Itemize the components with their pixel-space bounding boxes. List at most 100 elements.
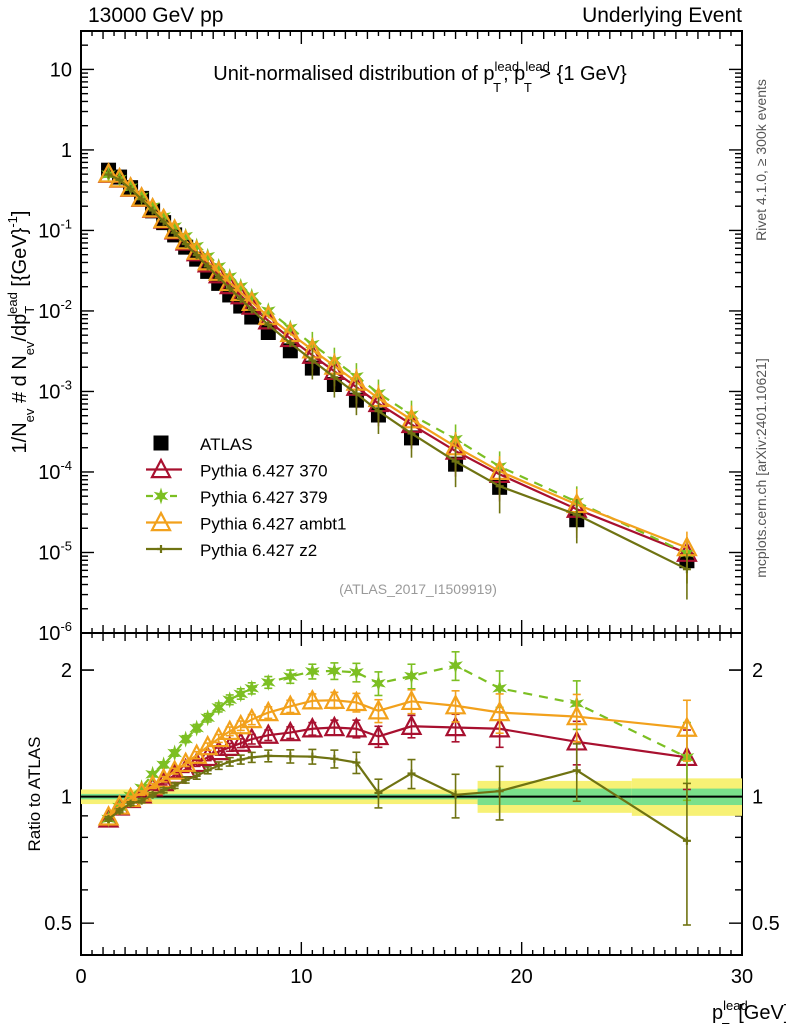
ratio-point-ambt1 — [240, 707, 263, 729]
ratio-point-p379 — [244, 679, 260, 697]
ratio-point-ambt1 — [444, 693, 467, 715]
x-axis-ticks — [80, 31, 743, 955]
rivet-version-label: Rivet 4.1.0, ≥ 300k events — [753, 79, 769, 241]
y-tick-label-main: 10-3 — [38, 377, 72, 403]
ratio-point-p379 — [282, 668, 298, 686]
ratio-point-p370 — [488, 716, 511, 738]
ratio-point-p379 — [200, 709, 216, 727]
ratio-point-ambt1 — [676, 716, 698, 737]
data-point-ambt1 — [141, 196, 164, 218]
ratio-point-p379 — [178, 730, 194, 748]
y-tick-label-main: 10 — [50, 59, 72, 81]
ratio-panel-series — [97, 651, 698, 926]
y-axis-label-ratio: Ratio to ATLAS — [25, 737, 44, 852]
ratio-point-p379 — [156, 756, 171, 774]
y-axis-main-title: 1/Nev # d Nev/dpTlead [{GeV}-1] — [5, 211, 37, 454]
ratio-point-ambt1 — [488, 700, 511, 722]
plot-frames — [80, 30, 743, 956]
y-axis-main-tick-labels: 10 1 10-1 10-2 10-3 10-4 10-5 10-6 — [38, 59, 72, 645]
y-axis-ratio-tick-labels: 2 2 1 1 0.5 0.5 — [44, 660, 780, 935]
ratio-point-p379 — [304, 662, 320, 680]
x-tick-label: 10 — [290, 966, 312, 988]
main-panel-series — [97, 161, 698, 600]
ratio-point-ambt1 — [345, 690, 368, 712]
y-tick-label-main: 10-5 — [38, 538, 72, 564]
y-tick-label-main: 1 — [61, 140, 72, 162]
data-point-p379 — [233, 277, 249, 295]
main-plot-title: Unit-normalised distribution of plead T, … — [213, 59, 627, 95]
ratio-point-p379 — [448, 657, 463, 675]
data-point-p379 — [178, 227, 194, 245]
ratio-point-p379 — [233, 685, 249, 703]
data-point-p379 — [244, 287, 260, 305]
ratio-point-p370 — [240, 727, 263, 748]
ratio-point-p379 — [134, 779, 149, 797]
y-tick-label-ratio-left: 2 — [61, 660, 72, 682]
y-tick-label-main: 10-1 — [38, 216, 72, 242]
ratio-point-ambt1 — [207, 726, 230, 748]
ratio-point-p370 — [257, 723, 280, 744]
data-point-ambt1 — [130, 186, 153, 207]
header-right-label: Underlying Event — [582, 4, 742, 27]
ratio-point-p370 — [345, 716, 368, 738]
y-axis-label-main: 1/Nev # d Nev/dpTlead [{GeV}-1] — [5, 211, 37, 454]
y-tick-label-ratio-left: 0.5 — [44, 913, 72, 935]
data-point-ambt1 — [119, 176, 142, 197]
legend-label-p379: Pythia 6.427 379 — [200, 488, 328, 507]
ratio-point-ambt1 — [257, 700, 280, 722]
series-line — [108, 173, 688, 555]
data-point-p379 — [200, 247, 216, 265]
x-tick-label: 30 — [731, 966, 753, 988]
series-ambt1 — [97, 161, 698, 578]
ratio-point-ambt1 — [301, 688, 324, 710]
y-tick-label-ratio-right: 2 — [752, 660, 763, 682]
plot-legend: ATLAS Pythia 6.427 370 Pythia 6.427 379 Pyt… — [146, 435, 346, 560]
data-point-p379 — [189, 237, 205, 255]
ratio-series-z2 — [104, 743, 691, 926]
legend-marker-ambt1 — [150, 510, 172, 532]
header-left-label: 13000 GeV pp — [88, 4, 223, 27]
ratio-point-p379 — [167, 744, 182, 762]
y-axis-main-ticks — [81, 30, 742, 634]
plot-header: 13000 GeV pp Underlying Event — [88, 4, 742, 27]
series-z2 — [104, 170, 691, 600]
series-line — [108, 173, 688, 555]
legend-marker-p370 — [150, 457, 172, 479]
data-point-p379 — [222, 267, 238, 285]
ratio-point-p370 — [367, 724, 390, 746]
ratio-point-p370 — [400, 714, 423, 735]
x-tick-label: 0 — [75, 966, 86, 988]
ratio-point-p379 — [492, 679, 507, 697]
ratio-point-p379 — [222, 691, 238, 709]
legend-marker-p379 — [153, 487, 169, 505]
y-axis-ratio-title: Ratio to ATLAS — [25, 737, 44, 852]
side-annotations: Rivet 4.1.0, ≥ 300k events mcplots.cern.c… — [753, 79, 769, 578]
ratio-point-p370 — [323, 715, 346, 737]
data-point-p379 — [282, 319, 298, 337]
y-tick-label-main: 10-6 — [38, 619, 72, 645]
ratio-point-p370 — [444, 715, 467, 737]
dataset-watermark: (ATLAS_2017_I1509919) — [339, 581, 497, 597]
ratio-point-ambt1 — [367, 698, 390, 720]
mcplots-source-label: mcplots.cern.ch [arXiv:2401.10621] — [753, 358, 769, 577]
data-point-p379 — [211, 257, 227, 275]
ratio-point-p370 — [301, 716, 324, 738]
data-point-p379 — [167, 217, 182, 235]
y-tick-label-ratio-right: 1 — [752, 787, 763, 809]
y-tick-label-main: 10-4 — [38, 458, 72, 484]
series-p370 — [97, 162, 698, 584]
x-tick-label: 20 — [511, 966, 533, 988]
y-tick-label-ratio-right: 0.5 — [752, 913, 780, 935]
legend-marker-atlas — [153, 435, 169, 451]
ratio-point-p379 — [404, 667, 419, 685]
data-point-p379 — [156, 208, 171, 225]
ratio-point-p379 — [260, 673, 276, 691]
ratio-point-ambt1 — [565, 704, 588, 726]
main-panel-frame — [80, 30, 743, 634]
main-title: Unit-normalised distribution of plead T, … — [213, 59, 627, 95]
ratio-point-p370 — [279, 720, 302, 742]
